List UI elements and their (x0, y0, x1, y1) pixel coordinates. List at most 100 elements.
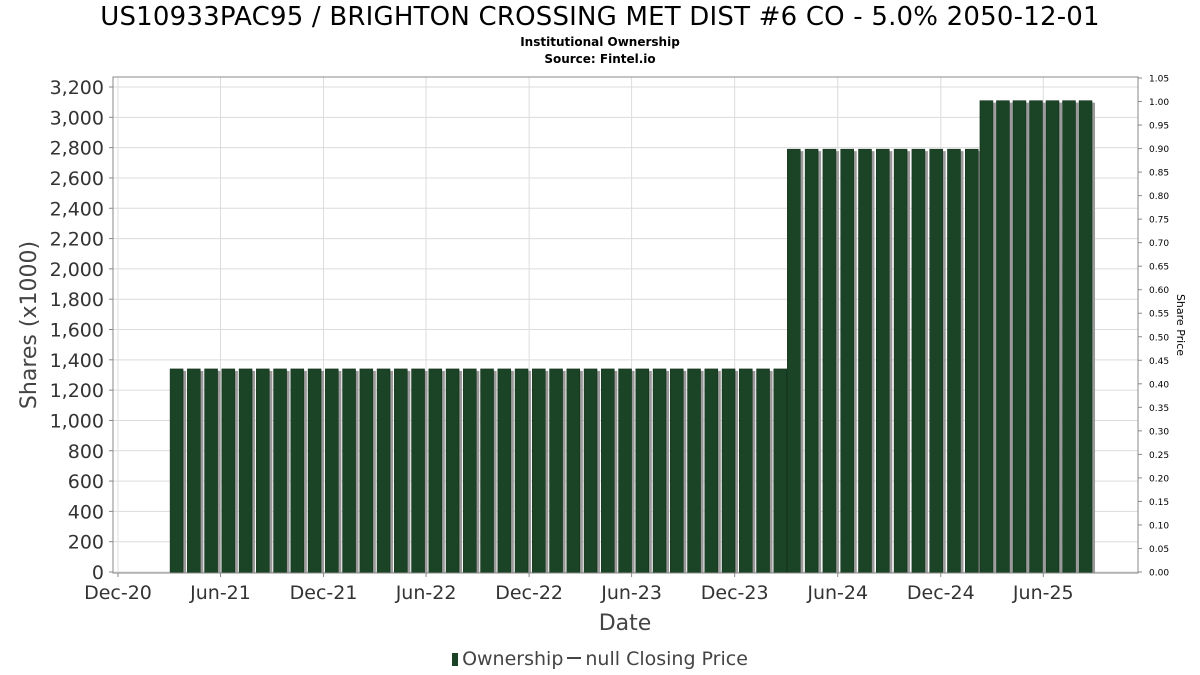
ownership-bar (497, 368, 512, 574)
ownership-bar (187, 368, 201, 574)
x-tick-label: Jun-21 (189, 582, 251, 604)
x-axis: Dec-20 Jun-21 Dec-21 Jun-22 Dec-22 Jun-23 Dec-… (84, 573, 1074, 604)
x-tick-label: Dec-20 (84, 582, 152, 604)
ownership-bar (965, 148, 979, 574)
y-tick-label: 2,200 (50, 229, 104, 251)
x-tick-label: Dec-22 (495, 582, 563, 604)
ownership-bar (773, 368, 788, 574)
x-tick-label: Dec-24 (907, 582, 975, 604)
ownership-bar (929, 148, 943, 574)
ownership-bar (721, 368, 736, 574)
y2-tick-label: 0.95 (1149, 122, 1169, 132)
ownership-bar (756, 368, 770, 574)
ownership-bar (290, 368, 305, 574)
ownership-bar (979, 100, 994, 574)
ownership-bar (480, 368, 494, 574)
ownership-bar (911, 148, 926, 574)
ownership-bar (359, 368, 374, 574)
y2-tick-label: 0.65 (1149, 263, 1169, 273)
ownership-bar (325, 368, 339, 574)
x-tick-label: Dec-23 (701, 582, 769, 604)
ownership-bar (670, 368, 684, 574)
ownership-bar (876, 148, 890, 574)
ownership-bar (1045, 100, 1060, 574)
ownership-bar (601, 368, 615, 574)
y2-axis-label: Share Price (1174, 294, 1187, 356)
y2-tick-label: 0.75 (1149, 216, 1169, 226)
y2-tick-label: 0.85 (1149, 169, 1169, 179)
ownership-bar (394, 368, 408, 574)
y-tick-label: 1,000 (50, 410, 104, 432)
ownership-bar (583, 368, 598, 574)
chart-legend: Ownership null Closing Price (0, 648, 1200, 670)
ownership-bar (635, 368, 650, 574)
ownership-bar (1012, 100, 1027, 574)
legend-ownership-label: Ownership (462, 648, 564, 670)
y2-axis: 0.00 0.05 0.10 0.15 0.20 0.25 0.30 0.35 0.40 0.45… (1138, 75, 1169, 579)
x-tick-label: Jun-22 (395, 582, 457, 604)
ownership-bar (947, 148, 961, 574)
y-tick-label: 200 (68, 532, 104, 554)
y-tick-label: 1,600 (50, 320, 104, 342)
y-axis: 0 200 400 600 800 1,000 1,200 1,400 1,600 1,800 2,… (50, 77, 113, 584)
ownership-bar (618, 368, 632, 574)
y2-tick-label: 0.45 (1149, 357, 1169, 367)
y2-tick-label: 0.60 (1149, 286, 1169, 296)
x-tick-label: Jun-24 (806, 582, 868, 604)
ownership-bar (532, 368, 546, 574)
ownership-bar (445, 368, 460, 574)
ownership-bar (549, 368, 563, 574)
closing-price-legend-line (567, 657, 582, 659)
y-tick-label: 2,000 (50, 259, 104, 281)
ownership-bar (739, 368, 753, 574)
y2-tick-label: 0.15 (1149, 498, 1169, 508)
ownership-bar (1062, 100, 1076, 574)
y-tick-label: 2,800 (50, 138, 104, 160)
y2-tick-label: 0.40 (1149, 380, 1169, 390)
ownership-bar (893, 148, 908, 574)
x-axis-label: Date (599, 611, 652, 636)
ownership-bar (1078, 100, 1093, 574)
chart-subtitle-source: Source: Fintel.io (544, 52, 656, 66)
y-tick-label: 3,000 (50, 107, 104, 129)
chart-title: US10933PAC95 / BRIGHTON CROSSING MET DIS… (100, 2, 1100, 32)
y-tick-label: 600 (68, 471, 104, 493)
y-tick-label: 400 (68, 501, 104, 523)
ownership-bar (566, 368, 581, 574)
ownership-bar (822, 148, 837, 574)
y-tick-label: 800 (68, 441, 104, 463)
ownership-bar (652, 368, 667, 574)
x-tick-label: Jun-25 (1012, 582, 1074, 604)
ownership-bar (342, 368, 356, 574)
ownership-bar (1029, 100, 1043, 574)
chart-subtitle-ownership: Institutional Ownership (520, 35, 680, 49)
x-tick-label: Dec-21 (290, 582, 358, 604)
y-tick-label: 1,400 (50, 350, 104, 372)
y2-tick-label: 0.35 (1149, 404, 1169, 414)
ownership-bar (238, 368, 253, 574)
y-tick-label: 2,400 (50, 198, 104, 220)
plot-frame (112, 76, 1139, 574)
y-tick-label: 2,600 (50, 168, 104, 190)
y2-tick-label: 0.05 (1149, 545, 1169, 555)
y-tick-label: 3,200 (50, 77, 104, 99)
ownership-bar (463, 368, 477, 574)
ownership-bar (273, 368, 287, 574)
ownership-bar (221, 368, 236, 574)
ownership-bar (256, 368, 270, 574)
y-tick-label: 0 (92, 562, 104, 584)
legend-closing-price-label: null Closing Price (585, 648, 748, 670)
y2-tick-label: 0.55 (1149, 310, 1169, 320)
ownership-bar (428, 368, 443, 574)
ownership-bar (704, 368, 719, 574)
y-tick-label: 1,800 (50, 289, 104, 311)
ownership-bar (514, 368, 529, 574)
ownership-bar (307, 368, 322, 574)
y2-tick-label: 1.05 (1149, 75, 1169, 85)
ownership-bar (858, 148, 872, 574)
ownership-bar (204, 368, 218, 574)
y2-tick-label: 0.50 (1149, 333, 1169, 343)
ownership-bar (687, 368, 701, 574)
y2-tick-label: 0.80 (1149, 192, 1169, 202)
y2-tick-label: 1.00 (1149, 98, 1169, 108)
